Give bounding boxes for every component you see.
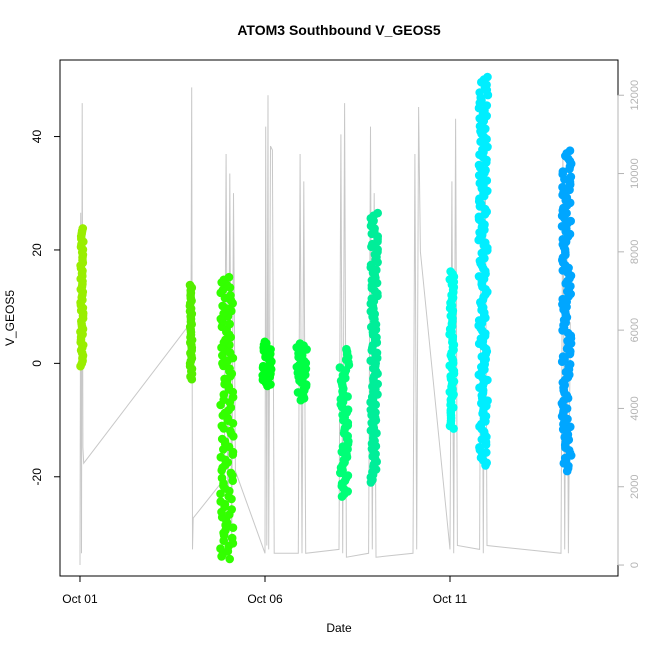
y-tick-label: 40 — [30, 130, 44, 144]
data-point — [566, 172, 576, 182]
data-point — [218, 301, 227, 311]
x-axis: Oct 01 Oct 06 Oct 11 — [62, 575, 468, 606]
x-axis-label: Date — [326, 621, 352, 635]
y-axis-label: V_GEOS5 — [3, 290, 17, 346]
altitude-trace-layer — [79, 87, 571, 566]
series-8 — [445, 267, 459, 433]
right-tick-label: 12000 — [629, 80, 641, 111]
chart-title: ATOM3 Southbound V_GEOS5 — [237, 22, 440, 38]
y-tick-label: 0 — [30, 360, 44, 367]
data-point — [225, 319, 234, 329]
data-point — [217, 421, 227, 431]
data-point — [217, 434, 227, 444]
data-point — [558, 182, 567, 192]
data-point — [224, 272, 234, 282]
data-points-layer — [76, 72, 576, 564]
data-point — [216, 489, 225, 499]
data-point — [373, 208, 383, 218]
data-point — [343, 471, 353, 480]
right-y-axis: 0 2000 4000 6000 8000 10000 12000 — [617, 80, 641, 568]
x-tick-label: Oct 06 — [247, 592, 283, 606]
data-point — [565, 146, 575, 155]
data-point — [226, 468, 236, 478]
series-9 — [474, 72, 493, 470]
series-5 — [292, 339, 311, 405]
data-point — [260, 337, 270, 347]
right-tick-label: 8000 — [629, 240, 641, 264]
series-3 — [216, 272, 238, 564]
data-point — [219, 390, 229, 399]
data-point — [474, 160, 484, 170]
series-7 — [366, 208, 383, 487]
data-point — [225, 554, 234, 564]
data-point — [185, 280, 195, 290]
right-tick-label: 0 — [629, 562, 641, 568]
y-axis: -20 0 20 40 — [30, 130, 61, 486]
series-4 — [258, 337, 276, 391]
data-point — [78, 224, 88, 233]
x-tick-label: Oct 11 — [433, 592, 468, 606]
data-point — [217, 473, 227, 483]
series-2 — [185, 280, 197, 384]
data-point — [335, 363, 345, 372]
right-tick-label: 4000 — [629, 396, 641, 420]
y-tick-label: 20 — [30, 243, 44, 257]
data-point — [342, 344, 351, 354]
data-point — [446, 267, 455, 276]
data-point — [226, 291, 235, 300]
data-point — [227, 533, 237, 543]
right-tick-label: 2000 — [629, 474, 641, 498]
right-tick-label: 6000 — [629, 318, 641, 342]
right-tick-label: 10000 — [629, 158, 641, 189]
data-point — [216, 452, 226, 462]
data-point — [216, 497, 225, 506]
data-point — [228, 523, 238, 533]
series-1 — [76, 224, 88, 371]
data-point — [565, 360, 575, 369]
altitude-trace-line — [79, 87, 571, 566]
data-point — [227, 505, 236, 514]
data-point — [216, 544, 225, 553]
series-10 — [557, 146, 576, 476]
series-6 — [335, 344, 354, 501]
y-tick-label: -20 — [30, 468, 44, 486]
data-point — [295, 339, 305, 348]
data-point — [483, 72, 492, 82]
x-tick-label: Oct 01 — [62, 592, 98, 606]
